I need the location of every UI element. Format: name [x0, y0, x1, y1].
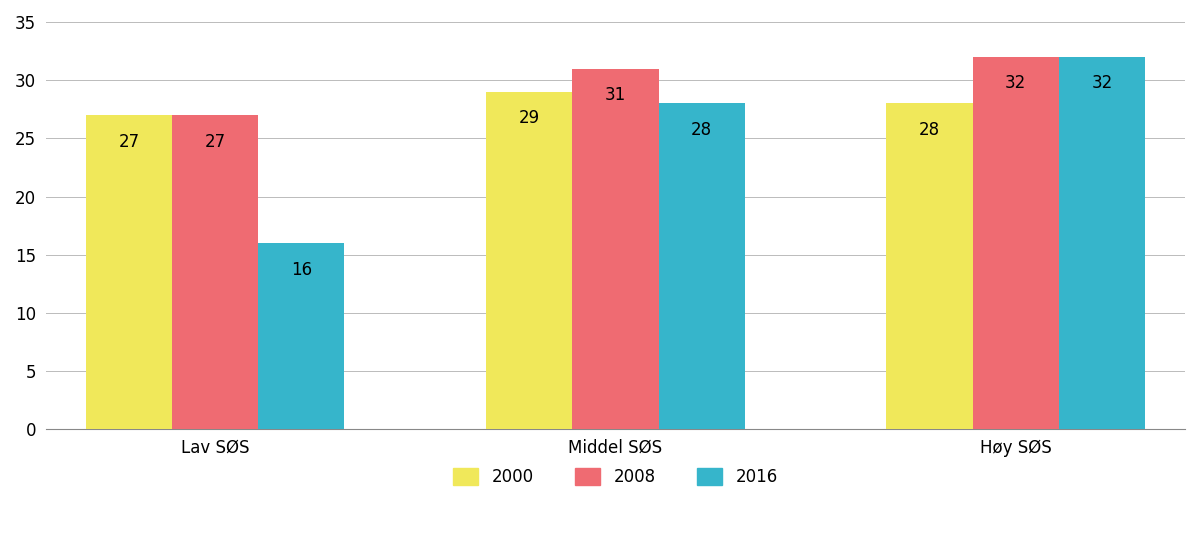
Bar — [972, 57, 1058, 429]
Text: 27: 27 — [205, 133, 226, 151]
Bar — [887, 103, 972, 429]
Text: 32: 32 — [1006, 74, 1026, 93]
Bar — [659, 103, 745, 429]
Legend: 2000, 2008, 2016: 2000, 2008, 2016 — [445, 459, 786, 494]
Text: 32: 32 — [1091, 74, 1112, 93]
Bar — [258, 243, 344, 429]
Text: 31: 31 — [605, 86, 626, 104]
Text: 29: 29 — [518, 109, 540, 127]
Bar — [572, 69, 659, 429]
Text: 27: 27 — [119, 133, 139, 151]
Text: 28: 28 — [691, 121, 712, 139]
Text: 28: 28 — [919, 121, 940, 139]
Bar — [172, 115, 258, 429]
Bar — [86, 115, 172, 429]
Text: 16: 16 — [290, 261, 312, 278]
Bar — [1058, 57, 1145, 429]
Bar — [486, 92, 572, 429]
